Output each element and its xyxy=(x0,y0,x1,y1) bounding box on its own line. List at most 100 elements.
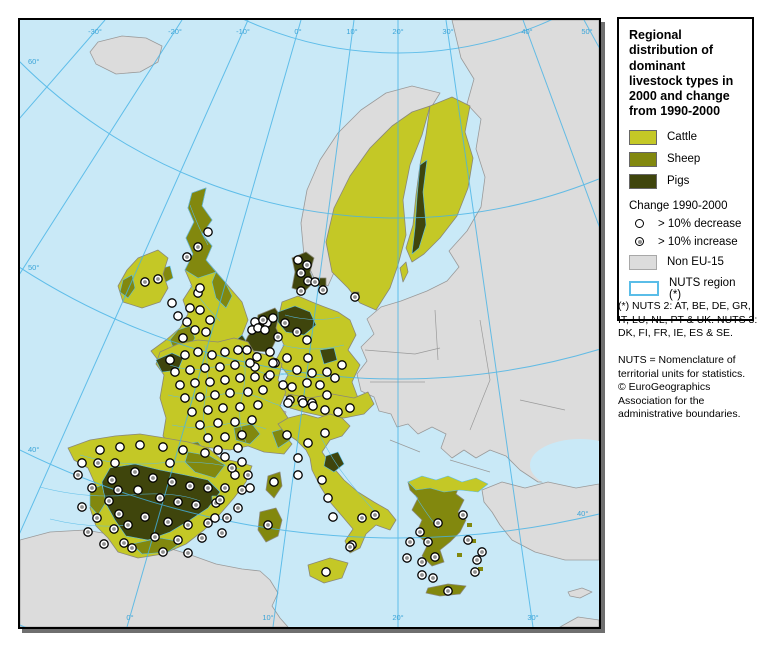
change-marker-increase-dot xyxy=(206,486,210,490)
graticule-labels-layer: -30° -20° -10° 0° 10° 20° 30° 40° 50° 0° 10° 20° 30°… xyxy=(28,27,593,622)
decrease-marker-icon xyxy=(635,219,644,228)
change-marker-decrease-icon xyxy=(322,367,332,377)
change-marker-increase-dot xyxy=(433,555,437,559)
change-marker-decrease-icon xyxy=(195,283,205,293)
change-marker-increase-dot xyxy=(102,542,106,546)
change-marker-decrease-icon xyxy=(317,475,327,485)
graticule-label: 40° xyxy=(521,27,532,36)
change-marker-decrease-icon xyxy=(220,432,230,442)
graticule-label: 0° xyxy=(126,613,133,622)
change-marker-decrease-icon xyxy=(207,350,217,360)
nuts-region-swatch-icon xyxy=(629,281,659,296)
region-ireland-west-sheep xyxy=(119,274,136,299)
change-marker-increase-dot xyxy=(117,512,121,516)
change-marker-decrease-icon xyxy=(190,378,200,388)
change-marker-increase-dot xyxy=(446,589,450,593)
change-marker-decrease-icon xyxy=(133,485,143,495)
legend-item-label: > 10% increase xyxy=(658,235,738,248)
change-marker-increase-dot xyxy=(200,536,204,540)
change-marker-decrease-icon xyxy=(237,430,247,440)
change-marker-increase-dot xyxy=(112,527,116,531)
region-north-africa-east xyxy=(559,616,599,627)
change-marker-increase-dot xyxy=(223,486,227,490)
change-marker-increase-dot xyxy=(299,289,303,293)
aegean-island-4 xyxy=(478,567,483,571)
change-marker-decrease-icon xyxy=(201,327,211,337)
change-marker-decrease-icon xyxy=(303,438,313,448)
change-marker-increase-dot xyxy=(170,480,174,484)
change-marker-decrease-icon xyxy=(203,433,213,443)
change-marker-decrease-icon xyxy=(323,493,333,503)
change-marker-increase-dot xyxy=(295,330,299,334)
change-marker-increase-dot xyxy=(188,484,192,488)
change-marker-increase-dot xyxy=(161,550,165,554)
change-marker-decrease-icon xyxy=(230,417,240,427)
change-marker-decrease-icon xyxy=(233,345,243,355)
change-marker-decrease-icon xyxy=(180,350,190,360)
change-marker-increase-dot xyxy=(475,558,479,562)
change-marker-decrease-icon xyxy=(283,398,293,408)
change-marker-increase-dot xyxy=(230,466,234,470)
island-gotland xyxy=(399,261,409,283)
country-sweden xyxy=(325,105,431,311)
graticule-label: 20° xyxy=(392,27,403,36)
change-marker-decrease-icon xyxy=(252,352,262,362)
change-marker-decrease-icon xyxy=(178,333,188,343)
change-marker-increase-dot xyxy=(480,550,484,554)
change-marker-increase-dot xyxy=(225,516,229,520)
change-marker-decrease-icon xyxy=(278,380,288,390)
legend-item-label: Pigs xyxy=(667,175,690,187)
change-marker-increase-dot xyxy=(426,540,430,544)
legend-item-label: > 10% decrease xyxy=(658,217,742,230)
graticule-label: 30° xyxy=(527,613,538,622)
change-marker-increase-dot xyxy=(153,535,157,539)
change-marker-increase-dot xyxy=(151,476,155,480)
change-marker-decrease-icon xyxy=(293,255,303,265)
graticule xyxy=(20,20,599,627)
change-marker-decrease-icon xyxy=(235,373,245,383)
change-marker-decrease-icon xyxy=(321,567,331,577)
legend-item-sheep: Sheep xyxy=(629,151,742,167)
change-marker-increase-dot xyxy=(220,531,224,535)
aegean-island-2 xyxy=(471,539,476,543)
change-marker-decrease-icon xyxy=(205,315,215,325)
change-marker-decrease-icon xyxy=(185,365,195,375)
change-marker-increase-dot xyxy=(276,335,280,339)
change-marker-decrease-icon xyxy=(180,393,190,403)
change-marker-increase-dot xyxy=(466,538,470,542)
change-marker-decrease-icon xyxy=(293,453,303,463)
change-marker-increase-dot xyxy=(360,516,364,520)
change-marker-decrease-icon xyxy=(220,347,230,357)
region-lower-saxony-pigs xyxy=(277,305,317,336)
europe-map-canvas: -30° -20° -10° 0° 10° 20° 30° 40° 50° 0° 10° 20° 30°… xyxy=(20,20,599,627)
graticule-label: 20° xyxy=(392,613,403,622)
graticule-label: 60° xyxy=(28,57,39,66)
change-marker-increase-dot xyxy=(461,513,465,517)
change-marker-decrease-icon xyxy=(205,377,215,387)
change-marker-increase-dot xyxy=(116,488,120,492)
change-marker-decrease-icon xyxy=(220,452,230,462)
change-marker-increase-dot xyxy=(156,277,160,281)
change-marker-decrease-icon xyxy=(203,405,213,415)
legend-panel: Regional distribution of dominant livest… xyxy=(617,17,754,321)
change-marker-decrease-icon xyxy=(315,380,325,390)
change-marker-increase-dot xyxy=(473,570,477,574)
change-marker-decrease-icon xyxy=(220,375,230,385)
change-marker-increase-dot xyxy=(436,521,440,525)
pigs-swatch-icon xyxy=(629,173,657,189)
change-marker-decrease-icon xyxy=(333,407,343,417)
change-marker-increase-dot xyxy=(240,488,244,492)
change-marker-decrease-icon xyxy=(268,358,278,368)
graticule-label: 10° xyxy=(346,27,357,36)
change-marker-decrease-icon xyxy=(322,390,332,400)
graticule-label: -20° xyxy=(168,27,182,36)
change-marker-decrease-icon xyxy=(210,513,220,523)
change-marker-increase-dot xyxy=(431,576,435,580)
change-marker-increase-dot xyxy=(86,530,90,534)
change-marker-increase-dot xyxy=(348,545,352,549)
change-section-title: Change 1990-2000 xyxy=(629,199,728,212)
change-marker-increase-dot xyxy=(299,271,303,275)
change-marker-decrease-icon xyxy=(218,403,228,413)
region-north-greece-cattle xyxy=(407,475,489,493)
